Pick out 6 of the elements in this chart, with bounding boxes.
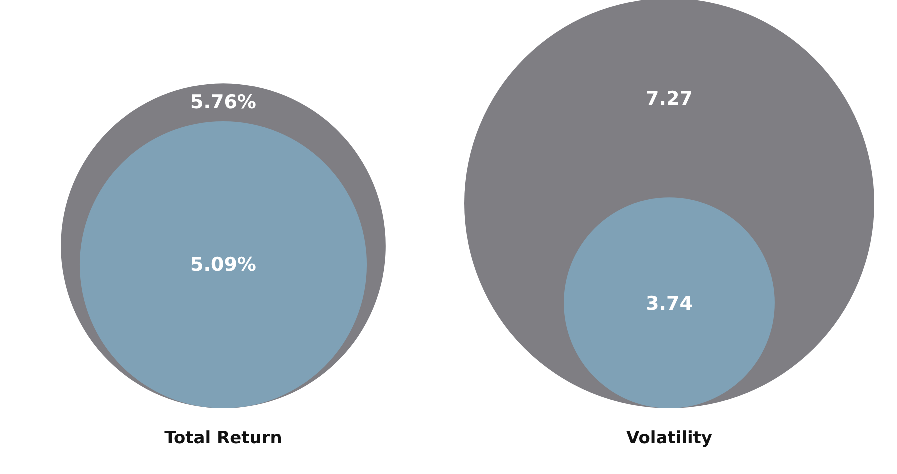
data-label: 5.09% xyxy=(190,254,256,276)
data-label: 7.27 xyxy=(646,88,693,110)
text: Volatility xyxy=(626,428,713,448)
data-label: 3.74 xyxy=(646,293,693,316)
data-label: 5.76% xyxy=(190,92,256,114)
text: Total Return xyxy=(164,428,282,448)
